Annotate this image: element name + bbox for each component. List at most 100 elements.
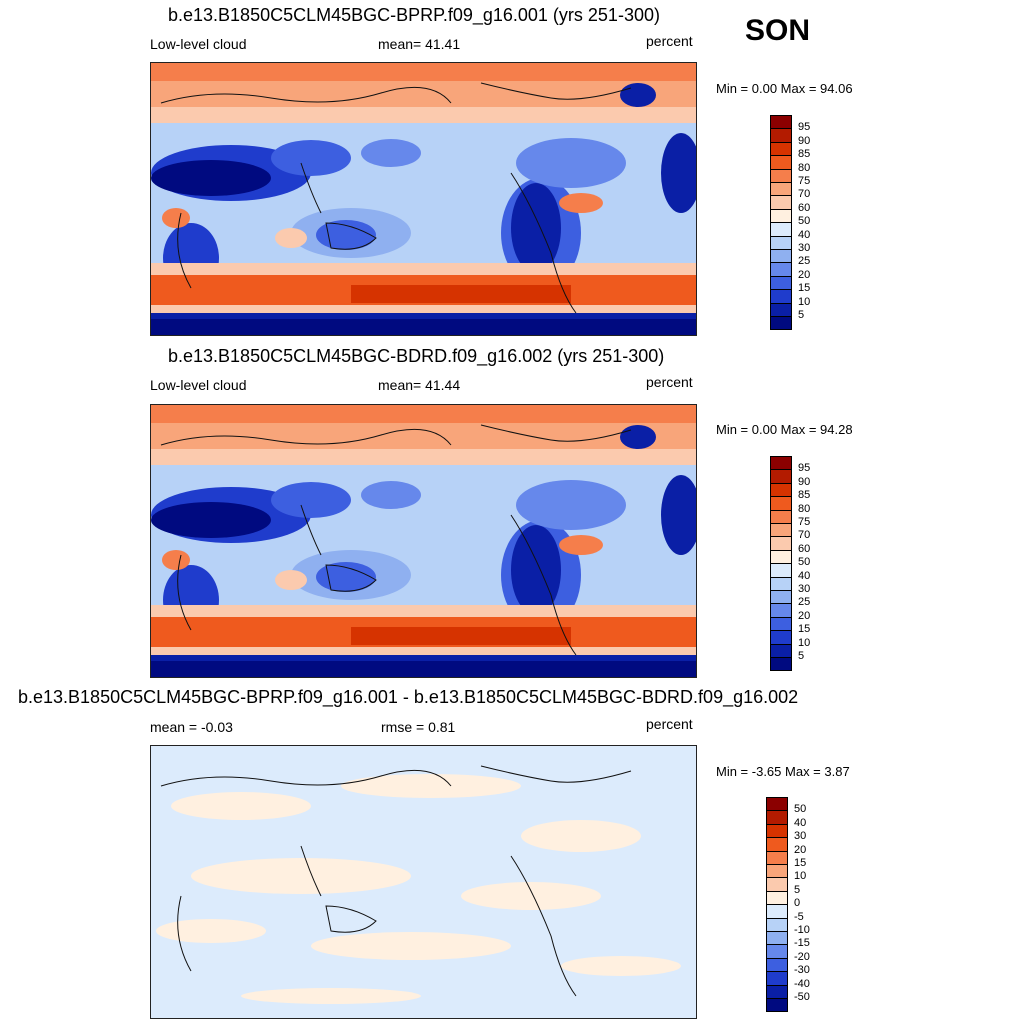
- panel2-mean-label: mean= 41.44: [378, 377, 461, 393]
- colorbar-box: [770, 657, 792, 672]
- colorbar-tick-label: 40: [798, 228, 811, 241]
- colorbar-tick-label: 10: [798, 295, 811, 308]
- colorbar-tick-label: 75: [798, 175, 811, 187]
- panel3-difference-field: [151, 746, 696, 1018]
- colorbar-tick-label: 30: [798, 242, 811, 254]
- colorbar-box: [770, 643, 792, 658]
- colorbar-tick-label: 20: [798, 268, 811, 281]
- colorbar-tick-label: 40: [794, 816, 807, 829]
- colorbar-box: [770, 128, 792, 143]
- panel2-title: b.e13.B1850C5CLM45BGC-BDRD.f09_g16.002 (…: [168, 346, 665, 366]
- colorbar-box: [770, 456, 792, 471]
- colorbar-box: [766, 810, 788, 825]
- panel2-variable-label: Low-level cloud: [150, 377, 247, 393]
- colorbar-box: [766, 864, 788, 879]
- colorbar-tick-label: 70: [798, 188, 811, 201]
- panel1-minmax-label: Min = 0.00 Max = 94.06: [716, 81, 853, 96]
- panel3-mean-label: mean = -0.03: [150, 719, 233, 735]
- colorbar-tick-label: 75: [798, 516, 811, 528]
- colorbar-box: [770, 222, 792, 237]
- panel2-minmax-label: Min = 0.00 Max = 94.28: [716, 422, 853, 437]
- colorbar-box: [770, 496, 792, 511]
- colorbar-tick-label: 60: [798, 201, 811, 214]
- colorbar-tick-label: 30: [794, 830, 807, 843]
- colorbar-tick-label: -10: [794, 924, 810, 936]
- colorbar-box: [770, 509, 792, 524]
- colorbar-tick-label: 5: [798, 309, 805, 321]
- colorbar-box: [766, 877, 788, 892]
- panel2-cloud-field: [151, 405, 696, 677]
- colorbar-tick-label: 85: [798, 148, 811, 161]
- panel2-units-label: percent: [646, 374, 693, 390]
- colorbar-tick-label: 50: [798, 556, 811, 569]
- colorbar-box: [770, 262, 792, 277]
- colorbar-box: [770, 115, 792, 130]
- panel3-title: b.e13.B1850C5CLM45BGC-BPRP.f09_g16.001 -…: [18, 687, 799, 707]
- panel3-units-label: percent: [646, 716, 693, 732]
- colorbar-box: [770, 182, 792, 197]
- colorbar-box: [770, 155, 792, 170]
- colorbar-box: [766, 850, 788, 865]
- colorbar-box: [770, 616, 792, 632]
- colorbar-tick-label: 10: [798, 636, 811, 649]
- colorbar-box: [770, 275, 792, 291]
- panel1-colorbar: 95 90 85 80 75 70 60 50 40 30 25 20 15 10 5: [770, 115, 830, 331]
- colorbar-box: [766, 823, 788, 839]
- colorbar-box: [766, 797, 788, 812]
- colorbar-tick-label: 80: [798, 502, 811, 515]
- colorbar-tick-label: -20: [794, 950, 810, 963]
- colorbar-box: [770, 590, 792, 605]
- colorbar-box: [770, 289, 792, 304]
- colorbar-box: [770, 630, 792, 645]
- colorbar-tick-label: 15: [798, 282, 811, 295]
- panel2-map: [150, 404, 697, 678]
- colorbar-tick-label: 25: [798, 596, 811, 609]
- colorbar-box: [770, 141, 792, 157]
- colorbar-box: [770, 208, 792, 224]
- colorbar-tick-label: 5: [794, 883, 801, 896]
- panel3-rmse-label: rmse = 0.81: [381, 719, 456, 735]
- colorbar-tick-label: 50: [798, 215, 811, 228]
- colorbar-box: [770, 302, 792, 317]
- colorbar-tick-label: 90: [798, 134, 811, 147]
- colorbar-tick-label: 70: [798, 529, 811, 542]
- colorbar-box: [766, 931, 788, 946]
- colorbar-box: [766, 998, 788, 1013]
- colorbar-tick-label: -30: [794, 964, 810, 977]
- colorbar-tick-label: 20: [798, 609, 811, 622]
- colorbar-box: [770, 523, 792, 538]
- colorbar-box: [770, 249, 792, 264]
- colorbar-box: [770, 168, 792, 183]
- colorbar-box: [766, 904, 788, 919]
- panel1-units-label: percent: [646, 33, 693, 49]
- panel3-colorbar: 50 40 30 20 15 10 5 0 -5 -10 -15 -20 -30 -40 -50: [766, 797, 826, 1013]
- colorbar-tick-label: 50: [794, 803, 807, 816]
- colorbar-tick-label: -40: [794, 977, 810, 990]
- colorbar-tick-label: 25: [798, 255, 811, 268]
- panel1-variable-label: Low-level cloud: [150, 36, 247, 52]
- panel2-colorbar: 95 90 85 80 75 70 60 50 40 30 25 20 15 10 5: [770, 456, 830, 672]
- colorbar-box: [770, 576, 792, 591]
- colorbar-box: [770, 482, 792, 498]
- colorbar-tick-label: 5: [798, 650, 805, 662]
- colorbar-box: [766, 957, 788, 973]
- panel3-map: [150, 745, 697, 1019]
- colorbar-tick-label: 10: [794, 870, 807, 883]
- colorbar-tick-label: -15: [794, 937, 810, 950]
- panel3-minmax-label: Min = -3.65 Max = 3.87: [716, 764, 850, 779]
- panel1-mean-label: mean= 41.41: [378, 36, 461, 52]
- colorbar-tick-label: -50: [794, 991, 810, 1003]
- colorbar-box: [766, 837, 788, 852]
- colorbar-tick-label: 95: [798, 121, 811, 134]
- colorbar-box: [770, 316, 792, 331]
- colorbar-box: [766, 971, 788, 986]
- colorbar-box: [770, 603, 792, 618]
- colorbar-box: [766, 984, 788, 999]
- colorbar-tick-label: 30: [798, 583, 811, 595]
- colorbar-tick-label: 40: [798, 569, 811, 582]
- panel1-title: b.e13.B1850C5CLM45BGC-BPRP.f09_g16.001 (…: [168, 5, 660, 25]
- colorbar-tick-label: 80: [798, 161, 811, 174]
- colorbar-box: [770, 195, 792, 210]
- colorbar-box: [770, 536, 792, 551]
- colorbar-tick-label: 20: [794, 843, 807, 856]
